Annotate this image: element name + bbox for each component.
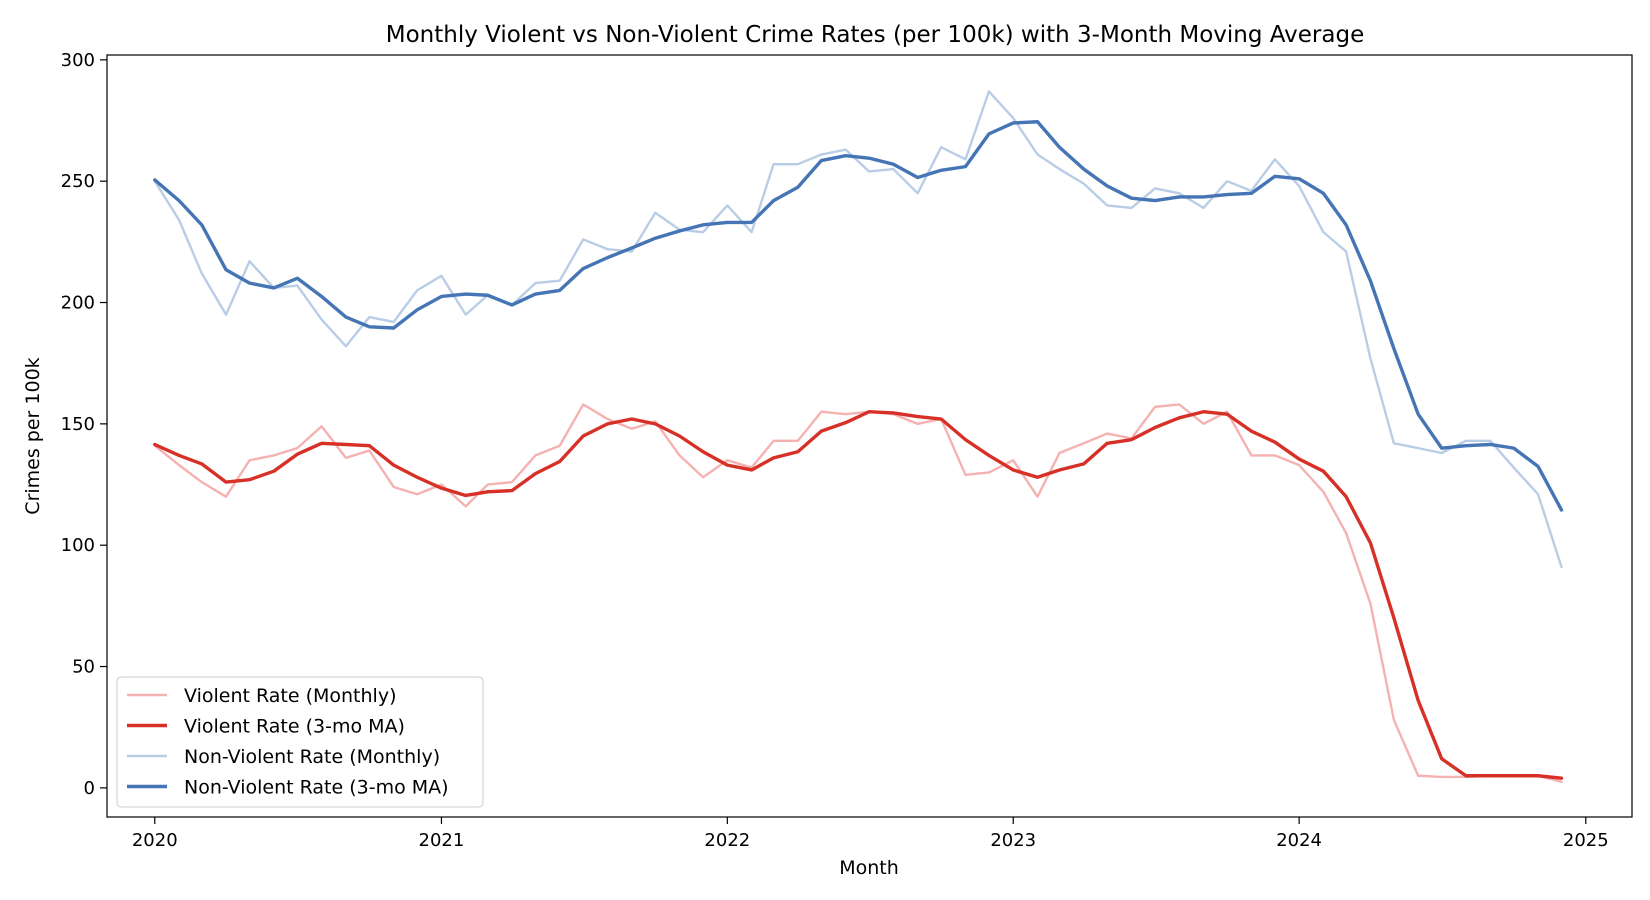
legend-label: Violent Rate (3-mo MA) — [184, 716, 405, 738]
y-tick-label: 150 — [61, 414, 95, 435]
y-tick-label: 50 — [72, 657, 95, 678]
chart-title: Monthly Violent vs Non-Violent Crime Rat… — [386, 22, 1364, 48]
x-axis: 2020 2021 2022 2023 2024 2025 — [132, 817, 1609, 851]
legend-entries: Violent Rate (Monthly) Violent Rate (3-mo… — [127, 685, 449, 799]
x-tick-label: 2020 — [132, 830, 178, 851]
y-tick-label: 100 — [61, 535, 95, 556]
legend-box — [116, 676, 484, 808]
y-tick-label: 200 — [61, 293, 95, 314]
y-tick-label: 0 — [84, 778, 95, 799]
series-line-2 — [153, 410, 1564, 780]
x-tick-label: 2022 — [704, 830, 750, 851]
legend-label: Violent Rate (Monthly) — [184, 685, 397, 707]
x-tick-label: 2021 — [419, 830, 465, 851]
x-tick-label: 2023 — [990, 830, 1036, 851]
x-tick-label: 2024 — [1276, 830, 1322, 851]
y-tick-label: 250 — [61, 171, 95, 192]
series-line-3 — [153, 90, 1563, 569]
x-tick-label: 2025 — [1563, 830, 1609, 851]
legend: Violent Rate (Monthly) Violent Rate (3-mo… — [116, 676, 484, 808]
y-tick-label: 300 — [61, 50, 95, 71]
legend-label: Non-Violent Rate (Monthly) — [184, 746, 440, 768]
legend-label: Non-Violent Rate (3-mo MA) — [184, 777, 449, 799]
series-lines — [153, 90, 1564, 784]
y-axis-label: Crimes per 100k — [22, 357, 44, 514]
series-line-4 — [153, 120, 1564, 512]
y-axis: 0 50 100 150 200 250 300 — [61, 50, 107, 799]
x-axis-label: Month — [839, 857, 899, 879]
plot-frame — [106, 54, 1633, 818]
series-line-1 — [153, 403, 1563, 784]
